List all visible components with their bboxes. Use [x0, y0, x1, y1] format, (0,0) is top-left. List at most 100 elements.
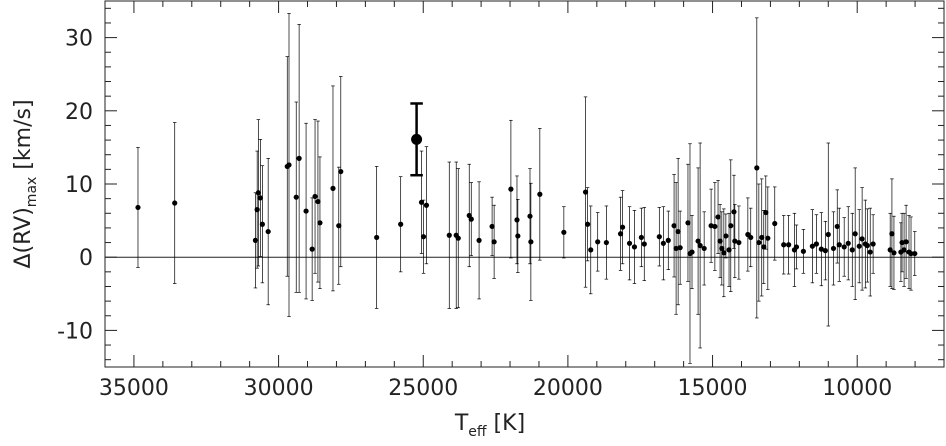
point — [257, 195, 263, 201]
point — [800, 248, 806, 254]
point — [793, 244, 800, 250]
point — [514, 217, 520, 223]
point — [856, 243, 862, 249]
point — [772, 220, 778, 227]
point — [761, 244, 767, 250]
point — [825, 231, 831, 238]
point — [834, 223, 840, 230]
x-tick-label: 30000 — [244, 376, 314, 401]
point — [675, 228, 681, 235]
point — [870, 241, 876, 247]
point — [515, 233, 521, 239]
point — [899, 239, 905, 246]
point — [446, 232, 452, 238]
point — [732, 238, 738, 244]
point — [411, 133, 423, 145]
point — [617, 231, 624, 237]
point — [889, 231, 895, 237]
point — [908, 250, 914, 257]
point — [841, 244, 847, 250]
point — [759, 234, 765, 241]
point — [418, 199, 425, 205]
point — [728, 223, 734, 229]
point — [756, 239, 762, 246]
x-tick-label: 10000 — [822, 376, 892, 401]
point — [903, 239, 909, 245]
point — [689, 249, 695, 255]
point — [528, 239, 534, 245]
point — [765, 235, 771, 241]
point — [809, 243, 815, 249]
point — [717, 238, 723, 244]
point — [887, 247, 893, 253]
point — [491, 239, 497, 245]
point — [309, 246, 315, 252]
x-tick-label: 15000 — [678, 376, 748, 401]
point — [619, 224, 626, 230]
point — [172, 200, 178, 206]
point — [754, 165, 760, 171]
point — [891, 250, 897, 256]
point — [527, 213, 533, 219]
point — [712, 223, 718, 230]
plot-frame — [104, 0, 945, 368]
point — [252, 237, 259, 243]
point — [849, 247, 855, 253]
point — [864, 242, 870, 249]
point — [374, 234, 380, 241]
point — [584, 221, 591, 227]
point — [315, 198, 321, 205]
point — [135, 204, 141, 211]
x-tick-label: 35000 — [99, 376, 169, 401]
point — [588, 247, 594, 253]
point — [818, 246, 824, 252]
point — [852, 231, 858, 237]
point — [813, 241, 820, 247]
point — [901, 247, 907, 253]
point — [561, 229, 567, 235]
point — [723, 233, 729, 239]
point — [638, 234, 644, 241]
point — [822, 248, 828, 254]
point — [715, 214, 721, 220]
point — [476, 237, 482, 243]
point — [671, 223, 677, 229]
x-tick-label: 20000 — [533, 376, 603, 401]
point — [317, 220, 323, 226]
point — [726, 247, 732, 253]
y-tick-label: 20 — [65, 100, 93, 125]
point — [641, 241, 647, 247]
point — [781, 242, 787, 248]
point — [836, 242, 842, 248]
point — [736, 239, 742, 246]
point — [254, 207, 260, 213]
point — [830, 245, 837, 252]
point — [845, 240, 851, 246]
point — [595, 239, 601, 245]
point — [265, 228, 271, 235]
point — [701, 245, 707, 252]
point — [656, 234, 662, 240]
y-tick-label: 30 — [65, 27, 93, 52]
point — [259, 221, 265, 227]
y-label-main: Δ(RV) — [11, 207, 36, 268]
point — [719, 245, 725, 252]
point — [330, 185, 336, 191]
point — [508, 186, 514, 192]
x-tick-label: 25000 — [388, 376, 458, 401]
y-tick-label: 0 — [79, 246, 93, 271]
point — [665, 237, 671, 243]
point — [293, 194, 299, 200]
point — [603, 239, 609, 246]
point — [336, 223, 342, 229]
point — [695, 238, 701, 244]
point — [255, 190, 261, 196]
point — [626, 240, 633, 246]
point — [673, 245, 679, 252]
x-label-sub: eff — [468, 424, 487, 440]
point — [537, 191, 543, 197]
point — [677, 245, 683, 251]
point — [420, 234, 427, 240]
